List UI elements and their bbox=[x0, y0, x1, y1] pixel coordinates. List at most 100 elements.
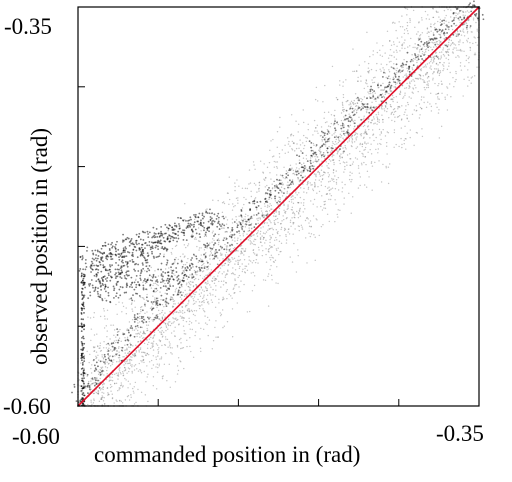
scatter-point bbox=[287, 207, 289, 210]
scatter-point bbox=[303, 191, 305, 193]
scatter-point bbox=[225, 223, 228, 225]
scatter-point bbox=[164, 272, 167, 274]
scatter-point bbox=[369, 96, 371, 98]
scatter-point bbox=[158, 255, 161, 258]
scatter-point bbox=[290, 201, 293, 203]
scatter-point bbox=[180, 283, 183, 286]
scatter-point bbox=[350, 212, 352, 214]
scatter-point bbox=[389, 89, 391, 91]
scatter-point bbox=[351, 117, 353, 120]
scatter-point bbox=[141, 326, 143, 329]
scatter-point bbox=[420, 68, 423, 70]
scatter-point bbox=[246, 233, 248, 235]
scatter-point bbox=[353, 134, 356, 136]
scatter-point bbox=[100, 288, 103, 291]
scatter-point bbox=[203, 267, 206, 269]
scatter-point bbox=[329, 189, 331, 191]
scatter-point bbox=[114, 268, 117, 271]
scatter-point bbox=[404, 111, 406, 113]
scatter-point bbox=[285, 176, 287, 178]
scatter-point bbox=[340, 112, 343, 114]
scatter-point bbox=[439, 34, 442, 36]
scatter-point bbox=[107, 357, 110, 360]
scatter-point bbox=[206, 301, 209, 304]
scatter-point bbox=[286, 177, 288, 179]
scatter-point bbox=[338, 159, 341, 162]
scatter-point bbox=[165, 299, 167, 301]
scatter-point bbox=[146, 353, 149, 355]
scatter-point bbox=[260, 201, 262, 203]
scatter-point bbox=[188, 289, 191, 292]
scatter-point bbox=[331, 141, 334, 143]
scatter-point bbox=[380, 131, 382, 133]
scatter-point bbox=[257, 219, 259, 222]
scatter-point bbox=[157, 239, 160, 242]
scatter-point bbox=[126, 347, 128, 350]
scatter-point bbox=[123, 370, 126, 372]
scatter-point bbox=[194, 334, 196, 337]
scatter-point bbox=[337, 216, 339, 218]
scatter-point bbox=[453, 47, 455, 49]
scatter-point bbox=[297, 177, 300, 179]
scatter-point bbox=[81, 363, 84, 366]
scatter-point bbox=[257, 222, 259, 225]
scatter-point bbox=[390, 60, 392, 63]
scatter-point bbox=[203, 215, 205, 218]
scatter-point bbox=[350, 181, 352, 183]
scatter-point bbox=[160, 262, 163, 265]
scatter-point bbox=[163, 363, 166, 366]
scatter-point bbox=[117, 389, 119, 392]
scatter-point bbox=[206, 261, 209, 264]
scatter-point bbox=[178, 311, 180, 314]
scatter-point bbox=[250, 190, 252, 193]
scatter-point bbox=[327, 131, 330, 134]
scatter-point bbox=[369, 88, 372, 91]
scatter-point bbox=[436, 96, 439, 98]
scatter-point bbox=[94, 381, 97, 384]
scatter-point bbox=[346, 154, 349, 156]
scatter-point bbox=[274, 186, 276, 188]
scatter-point bbox=[200, 267, 203, 269]
scatter-point bbox=[95, 356, 98, 359]
scatter-point bbox=[252, 259, 255, 262]
scatter-point bbox=[97, 370, 99, 372]
scatter-point bbox=[119, 254, 122, 257]
scatter-point bbox=[260, 210, 263, 212]
scatter-point bbox=[327, 172, 329, 174]
scatter-point bbox=[191, 257, 193, 259]
scatter-point bbox=[154, 298, 156, 301]
scatter-point bbox=[310, 226, 312, 228]
scatter-point bbox=[225, 238, 227, 241]
scatter-point bbox=[117, 280, 120, 283]
scatter-point bbox=[381, 89, 383, 91]
scatter-point bbox=[128, 346, 130, 348]
scatter-point bbox=[262, 172, 265, 174]
scatter-point bbox=[343, 151, 345, 153]
scatter-point bbox=[209, 294, 212, 296]
scatter-point bbox=[409, 21, 411, 23]
scatter-point bbox=[107, 291, 110, 294]
scatter-point bbox=[238, 286, 240, 288]
scatter-point bbox=[448, 54, 450, 57]
scatter-point bbox=[219, 312, 221, 314]
scatter-point bbox=[107, 392, 109, 394]
scatter-point bbox=[342, 96, 345, 99]
scatter-point bbox=[148, 341, 150, 344]
scatter-point bbox=[231, 234, 234, 236]
scatter-point bbox=[302, 157, 305, 159]
scatter-point bbox=[117, 296, 120, 299]
scatter-point bbox=[110, 379, 112, 382]
scatter-point bbox=[314, 185, 316, 188]
scatter-point bbox=[455, 47, 457, 49]
scatter-point bbox=[361, 145, 364, 148]
scatter-point bbox=[237, 250, 239, 252]
scatter-point bbox=[321, 154, 323, 156]
scatter-point bbox=[85, 266, 88, 268]
scatter-point bbox=[276, 249, 278, 252]
scatter-point bbox=[274, 259, 277, 262]
scatter-point bbox=[291, 167, 293, 169]
scatter-point bbox=[420, 48, 423, 50]
scatter-point bbox=[169, 237, 172, 240]
scatter-point bbox=[265, 192, 267, 194]
scatter-point bbox=[238, 274, 241, 277]
